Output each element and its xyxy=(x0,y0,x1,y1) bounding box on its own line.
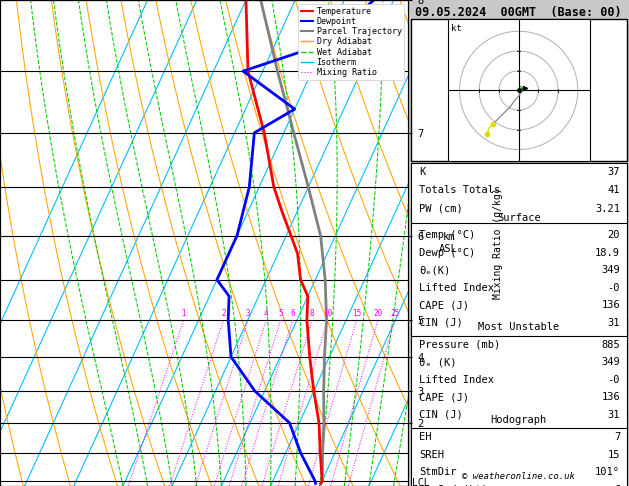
Text: CAPE (J): CAPE (J) xyxy=(420,300,469,311)
Text: 20: 20 xyxy=(373,309,382,317)
Text: 2: 2 xyxy=(221,309,226,317)
Text: 15: 15 xyxy=(608,450,620,460)
Text: Hodograph: Hodograph xyxy=(491,415,547,425)
Text: -0: -0 xyxy=(608,375,620,385)
Text: Temp (°C): Temp (°C) xyxy=(420,230,476,241)
Text: © weatheronline.co.uk: © weatheronline.co.uk xyxy=(462,472,575,481)
Text: 885: 885 xyxy=(601,340,620,350)
Text: CIN (J): CIN (J) xyxy=(420,410,463,420)
Text: Surface: Surface xyxy=(497,213,540,223)
Text: 41: 41 xyxy=(608,185,620,195)
Text: CIN (J): CIN (J) xyxy=(420,318,463,328)
Legend: Temperature, Dewpoint, Parcel Trajectory, Dry Adiabat, Wet Adiabat, Isotherm, Mi: Temperature, Dewpoint, Parcel Trajectory… xyxy=(298,4,404,80)
Text: 3: 3 xyxy=(246,309,250,317)
Text: 15: 15 xyxy=(352,309,361,317)
Text: Lifted Index: Lifted Index xyxy=(420,375,494,385)
FancyBboxPatch shape xyxy=(411,163,626,223)
Text: 8: 8 xyxy=(310,309,314,317)
Text: kt: kt xyxy=(450,24,461,33)
Text: StmDir: StmDir xyxy=(420,467,457,477)
Text: Lifted Index: Lifted Index xyxy=(420,283,494,293)
Text: SREH: SREH xyxy=(420,450,444,460)
Text: 136: 136 xyxy=(601,300,620,311)
Text: 18.9: 18.9 xyxy=(595,248,620,258)
FancyBboxPatch shape xyxy=(411,318,626,428)
Text: Mixing Ratio (g/kg): Mixing Ratio (g/kg) xyxy=(493,187,503,299)
Text: -0: -0 xyxy=(608,283,620,293)
FancyBboxPatch shape xyxy=(411,19,626,161)
Text: 4: 4 xyxy=(264,309,269,317)
Text: Totals Totals: Totals Totals xyxy=(420,185,501,195)
Text: 25: 25 xyxy=(390,309,399,317)
Text: 31: 31 xyxy=(608,318,620,328)
Text: θₑ(K): θₑ(K) xyxy=(420,265,450,276)
Text: 31: 31 xyxy=(608,410,620,420)
Text: 349: 349 xyxy=(601,357,620,367)
Text: K: K xyxy=(420,167,426,177)
Text: 10: 10 xyxy=(323,309,332,317)
Text: Dewp (°C): Dewp (°C) xyxy=(420,248,476,258)
Text: Pressure (mb): Pressure (mb) xyxy=(420,340,501,350)
Text: 349: 349 xyxy=(601,265,620,276)
Text: 1: 1 xyxy=(181,309,186,317)
Text: 6: 6 xyxy=(291,309,295,317)
Text: 3.21: 3.21 xyxy=(595,204,620,214)
Text: EH: EH xyxy=(420,432,432,442)
Text: 6: 6 xyxy=(614,485,620,486)
Text: 136: 136 xyxy=(601,392,620,402)
Text: 20: 20 xyxy=(608,230,620,241)
Text: 101°: 101° xyxy=(595,467,620,477)
FancyBboxPatch shape xyxy=(411,209,626,336)
Y-axis label: km
ASL: km ASL xyxy=(439,232,458,254)
Text: 7: 7 xyxy=(614,432,620,442)
Text: 09.05.2024  00GMT  (Base: 00): 09.05.2024 00GMT (Base: 00) xyxy=(415,6,622,19)
Text: LCL: LCL xyxy=(413,478,430,486)
Text: CAPE (J): CAPE (J) xyxy=(420,392,469,402)
Text: θₑ (K): θₑ (K) xyxy=(420,357,457,367)
Text: PW (cm): PW (cm) xyxy=(420,204,463,214)
Text: StmSpd (kt): StmSpd (kt) xyxy=(420,485,488,486)
Text: 5: 5 xyxy=(279,309,283,317)
Text: 37: 37 xyxy=(608,167,620,177)
FancyBboxPatch shape xyxy=(411,411,626,486)
Text: Most Unstable: Most Unstable xyxy=(478,322,559,332)
